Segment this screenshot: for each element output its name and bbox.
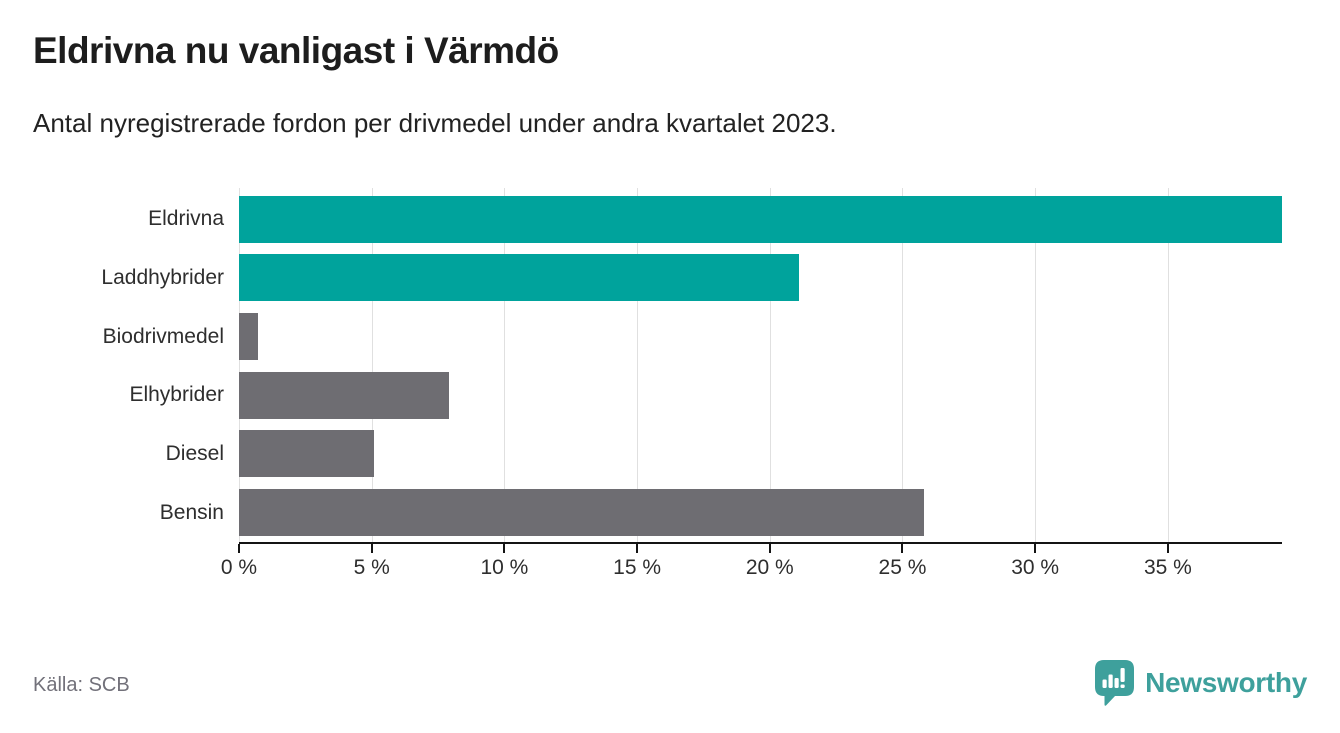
x-axis-tick-label: 10 % — [480, 556, 529, 579]
x-axis-tick-mark — [238, 544, 240, 553]
newsworthy-logo-icon — [1094, 659, 1135, 707]
gridline — [504, 188, 506, 542]
x-axis-tick-label: 25 % — [878, 556, 927, 579]
y-axis-label: Biodrivmedel — [102, 324, 224, 348]
bar-eldrivna — [239, 195, 1282, 243]
x-axis-tick-label: 15 % — [613, 556, 662, 579]
bar-row — [239, 190, 1282, 249]
bar-row — [239, 249, 1282, 308]
x-axis-tick-mark — [901, 544, 904, 553]
bar-rows — [239, 190, 1282, 542]
y-axis-label: Elhybrider — [129, 383, 224, 407]
bar-bensin — [239, 489, 924, 537]
x-axis-tick-label: 35 % — [1143, 556, 1192, 579]
x-axis-tick-mark — [370, 544, 373, 553]
x-axis-tick-label: 30 % — [1011, 556, 1060, 579]
x-axis-tick-label: 0 % — [220, 556, 258, 579]
chart-title: Eldrivna nu vanligast i Värmdö — [33, 30, 559, 71]
gridline — [1035, 188, 1037, 542]
bar-biodrivmedel — [239, 313, 258, 361]
chart-subtitle: Antal nyregistrerade fordon per drivmede… — [33, 108, 837, 138]
bar-diesel — [239, 430, 375, 478]
y-axis-labels: Eldrivna Laddhybrider Biodrivmedel Elhybrid… — [0, 190, 224, 542]
y-axis-label: Eldrivna — [148, 207, 224, 231]
brand-lockup: Newsworthy — [1094, 659, 1307, 707]
x-axis-tick-mark — [1034, 544, 1037, 553]
x-axis-tick-label: 5 % — [353, 556, 390, 579]
bar-laddhybrider — [239, 254, 799, 302]
bar-elhybrider — [239, 371, 449, 419]
bar-row — [239, 483, 1282, 542]
x-axis-tick-mark — [636, 544, 639, 553]
x-axis-tick-mark — [503, 544, 506, 553]
plot-area — [239, 188, 1282, 542]
gridline — [769, 188, 771, 542]
gridline — [1167, 188, 1169, 542]
brand-name: Newsworthy — [1145, 667, 1307, 698]
x-axis-tick-mark — [1166, 544, 1169, 553]
gridline — [371, 188, 373, 542]
x-axis-tick-label: 20 % — [745, 556, 794, 579]
source-caption: Källa: SCB — [33, 674, 130, 696]
y-axis-label: Laddhybrider — [101, 265, 224, 289]
gridline — [637, 188, 639, 542]
y-axis-label: Diesel — [165, 441, 224, 465]
gridline — [239, 188, 240, 542]
x-axis-tick-mark — [768, 544, 771, 553]
x-axis: 0 % 5 % 10 % 15 % 20 % 25 % 30 % 35 % — [221, 542, 1282, 594]
y-axis-label: Bensin — [159, 500, 224, 524]
bar-row — [239, 366, 1282, 425]
gridline — [902, 188, 904, 542]
bar-row — [239, 425, 1282, 484]
bar-row — [239, 307, 1282, 366]
